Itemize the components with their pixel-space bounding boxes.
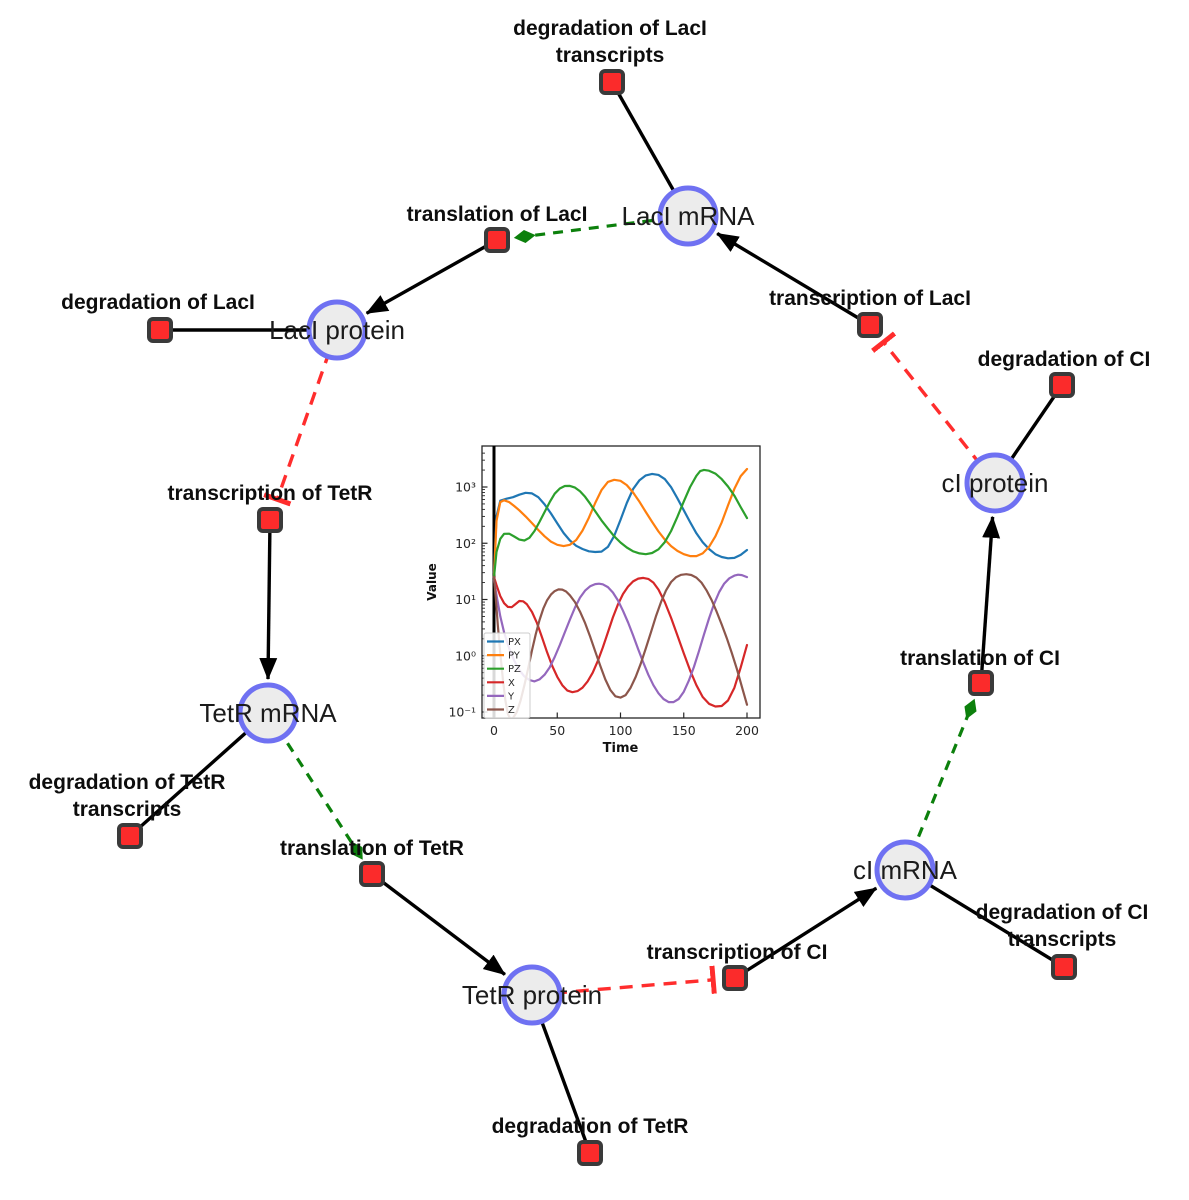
- reaction-label: degradation of TetR: [29, 771, 226, 794]
- species-node-tetr-protein[interactable]: [501, 964, 563, 1026]
- chart-series-PY: [492, 467, 749, 579]
- inset-time-course-chart: 10³ 10² 10¹ 10⁰ 10⁻¹ 0 50 100 150 200 Time Value PX P…: [425, 445, 761, 756]
- reaction-label: transcripts: [556, 44, 665, 67]
- species-node-ci-protein[interactable]: [964, 452, 1026, 514]
- chart-x-tick-label: 100: [609, 723, 633, 738]
- reaction-node-deg-laci[interactable]: [147, 317, 173, 343]
- species-label: TetR mRNA: [199, 698, 337, 728]
- reaction-label: transcription of TetR: [168, 482, 373, 505]
- species-label: LacI protein: [269, 315, 405, 345]
- species-node-tetr-mrna[interactable]: [237, 682, 299, 744]
- chart-y-tick-label: 10²: [455, 536, 476, 551]
- chart-x-tick-label: 0: [490, 723, 498, 738]
- reaction-label: translation of CI: [900, 647, 1060, 670]
- reaction-label: degradation of CI: [976, 901, 1149, 924]
- species-label: LacI mRNA: [622, 201, 756, 231]
- chart-x-tick-label: 200: [735, 723, 759, 738]
- reaction-label: translation of TetR: [280, 837, 464, 860]
- reaction-label: degradation of LacI: [61, 291, 255, 314]
- reaction-label: degradation of LacI: [513, 17, 707, 40]
- chart-x-tick-label: 50: [549, 723, 565, 738]
- reaction-label: transcription of CI: [647, 941, 828, 964]
- species-node-laci-protein[interactable]: [306, 299, 368, 361]
- chart-legend-label-PZ: PZ: [508, 664, 521, 675]
- edge-cimrna-degcitranscripts: [904, 868, 1065, 969]
- chart-xlabel: Time: [603, 741, 639, 756]
- reaction-label: transcripts: [1008, 928, 1117, 951]
- reaction-label: transcripts: [73, 798, 182, 821]
- reaction-node-transcription-tetr[interactable]: [257, 507, 283, 533]
- reaction-label: transcription of LacI: [769, 287, 971, 310]
- chart-series-PZ: [492, 468, 749, 579]
- chart-legend-label-Z: Z: [508, 705, 515, 716]
- edge-translationlaci-laciprotein-arrow: [365, 238, 498, 315]
- chart-plot-area: [492, 446, 749, 718]
- reaction-node-translation-laci[interactable]: [484, 227, 510, 253]
- labels: LacI mRNA LacI protein TetR mRNA TetR pr…: [29, 17, 1151, 1138]
- reaction-label: translation of LacI: [407, 203, 588, 226]
- species-label: cI mRNA: [853, 855, 958, 885]
- edge-transcriptionlaci-lacimrna-arrow: [716, 232, 871, 327]
- chart-legend-label-PX: PX: [508, 637, 521, 648]
- chart-x-tick-label: 150: [672, 723, 696, 738]
- chart-legend-label-X: X: [508, 678, 515, 689]
- reaction-node-deg-laci-transcripts[interactable]: [599, 69, 625, 95]
- chart-legend-box: [483, 632, 531, 719]
- species-node-laci-mrna[interactable]: [657, 185, 719, 247]
- chart-ylabel: Value: [425, 563, 439, 601]
- chart-y-tick-label: 10¹: [455, 592, 476, 607]
- edge-translationtetr-tetrprotein-arrow: [370, 872, 506, 976]
- reaction-node-transcription-ci[interactable]: [722, 965, 748, 991]
- edge-transcriptionci-cimrna-arrow: [734, 886, 878, 980]
- species-label: TetR protein: [462, 980, 602, 1010]
- reaction-node-deg-ci-transcripts[interactable]: [1051, 954, 1077, 980]
- edge-cimrna-translationci-modifier: [903, 698, 977, 871]
- species-nodes: [237, 185, 1026, 1026]
- chart-y-tick-label: 10⁻¹: [448, 705, 476, 720]
- reaction-nodes: [117, 69, 1077, 1166]
- reaction-node-deg-ci[interactable]: [1049, 372, 1075, 398]
- species-label: cI protein: [942, 468, 1049, 498]
- reaction-node-deg-tetr-transcripts[interactable]: [117, 823, 143, 849]
- chart-series-PX: [492, 472, 749, 574]
- reaction-label: degradation of TetR: [492, 1115, 689, 1138]
- reaction-node-translation-tetr[interactable]: [359, 861, 385, 887]
- chart-series-Y: [492, 573, 749, 704]
- chart-legend-label-Y: Y: [507, 691, 515, 702]
- reaction-node-translation-ci[interactable]: [968, 670, 994, 696]
- chart-legend-label-PY: PY: [508, 651, 521, 662]
- chart-series-X: [492, 576, 749, 708]
- edge-translationci-ciprotein-arrow: [979, 515, 1001, 684]
- reaction-node-deg-tetr[interactable]: [577, 1140, 603, 1166]
- chart-y-tick-label: 10⁰: [455, 648, 476, 663]
- chart-y-tick-label: 10³: [455, 480, 476, 495]
- reaction-label: degradation of CI: [978, 348, 1151, 371]
- edge-tetrmrna-degtetrtranscripts: [128, 711, 270, 838]
- species-node-ci-mrna[interactable]: [874, 839, 936, 901]
- reaction-node-transcription-laci[interactable]: [857, 312, 883, 338]
- edge-transcriptiontetr-tetrmrna-arrow: [259, 519, 278, 680]
